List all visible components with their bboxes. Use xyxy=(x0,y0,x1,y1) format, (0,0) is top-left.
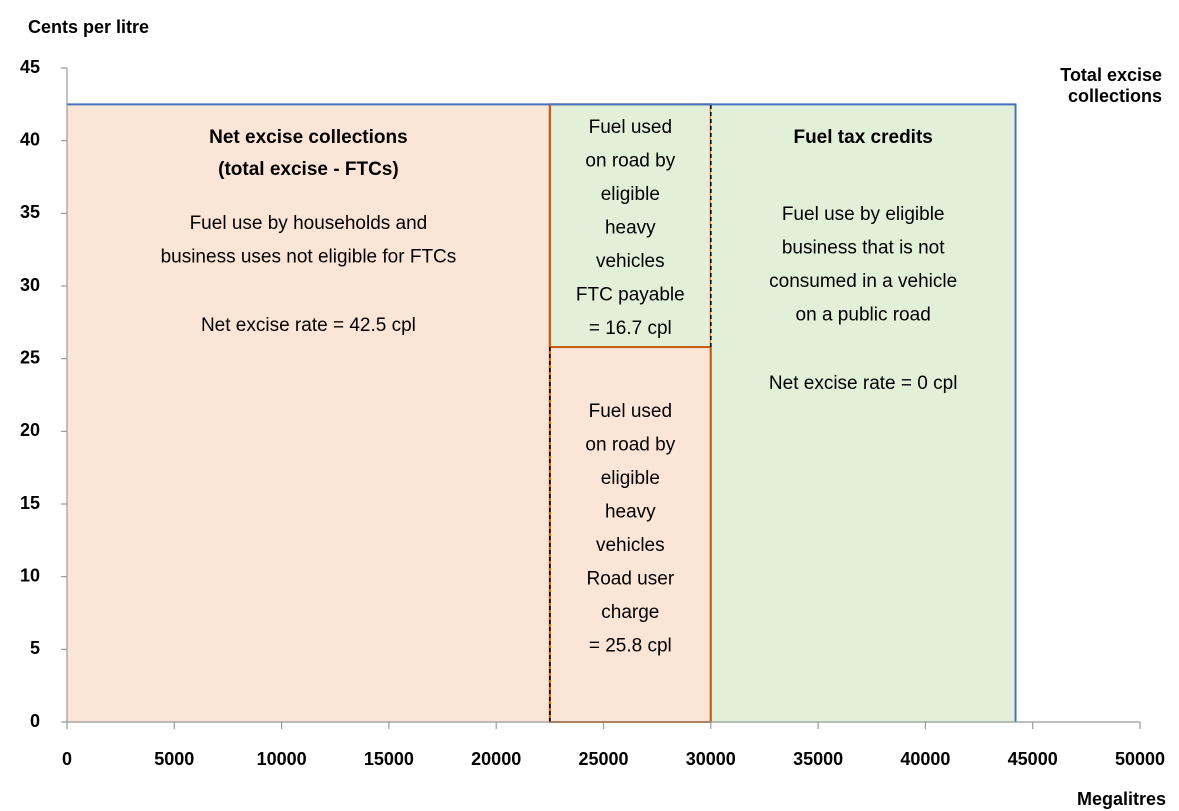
y-tick-label: 45 xyxy=(20,57,40,77)
x-axis-label: Megalitres xyxy=(1077,789,1166,809)
x-tick-label: 30000 xyxy=(686,749,736,769)
block-text: vehicles xyxy=(596,251,665,272)
block-text: business that is not xyxy=(782,238,945,259)
x-tick-label: 15000 xyxy=(364,749,414,769)
block-text: Fuel use by eligible xyxy=(782,204,945,225)
x-tick-label: 40000 xyxy=(900,749,950,769)
y-tick-label: 10 xyxy=(20,565,40,585)
total-label: collections xyxy=(1068,86,1162,106)
block xyxy=(710,104,1016,723)
block xyxy=(548,103,712,349)
block xyxy=(67,104,550,723)
total-label: Total excise xyxy=(1060,65,1162,85)
block-text: on a public road xyxy=(796,305,931,326)
block-text: Fuel use by households and xyxy=(190,213,428,234)
block-text: vehicles xyxy=(596,535,665,556)
block-heading: Net excise collections xyxy=(209,127,408,148)
x-tick-label: 35000 xyxy=(793,749,843,769)
total-outline xyxy=(67,103,1017,722)
x-tick-label: 0 xyxy=(62,749,72,769)
x-tick-label: 45000 xyxy=(1008,749,1058,769)
block xyxy=(548,346,712,723)
x-tick-label: 5000 xyxy=(154,749,194,769)
block-text: on road by xyxy=(585,151,675,172)
block-text: business uses not eligible for FTCs xyxy=(161,247,457,268)
block-text: Road user xyxy=(586,569,674,590)
block-text: eligible xyxy=(601,184,660,205)
y-tick-label: 35 xyxy=(20,202,40,222)
x-tick-label: 50000 xyxy=(1115,749,1165,769)
block-text: FTC payable xyxy=(576,285,685,306)
block-text: = 16.7 cpl xyxy=(589,318,672,339)
y-tick-label: 15 xyxy=(20,493,40,513)
block-heading: Fuel tax credits xyxy=(793,127,932,148)
block-text: Fuel used xyxy=(589,117,672,138)
block-text: heavy xyxy=(605,502,656,523)
block-text: on road by xyxy=(585,435,675,456)
y-tick-label: 0 xyxy=(30,711,40,731)
block-text: Fuel used xyxy=(589,401,672,422)
y-tick-label: 40 xyxy=(20,129,40,149)
block-text: consumed in a vehicle xyxy=(769,271,957,292)
block-text: = 25.8 cpl xyxy=(589,636,672,657)
block-heading: (total excise - FTCs) xyxy=(218,159,399,180)
block-note: Net excise rate = 42.5 cpl xyxy=(201,315,416,336)
y-tick-label: 20 xyxy=(20,420,40,440)
block-note: Net excise rate = 0 cpl xyxy=(769,373,958,394)
block-text: eligible xyxy=(601,468,660,489)
x-tick-label: 20000 xyxy=(471,749,521,769)
block-text: charge xyxy=(601,602,659,623)
x-tick-label: 10000 xyxy=(257,749,307,769)
y-axis-label: Cents per litre xyxy=(28,17,149,37)
y-tick-label: 25 xyxy=(20,347,40,367)
y-tick-label: 30 xyxy=(20,275,40,295)
y-tick-label: 5 xyxy=(30,638,40,658)
x-tick-label: 25000 xyxy=(578,749,628,769)
block-text: heavy xyxy=(605,218,656,239)
